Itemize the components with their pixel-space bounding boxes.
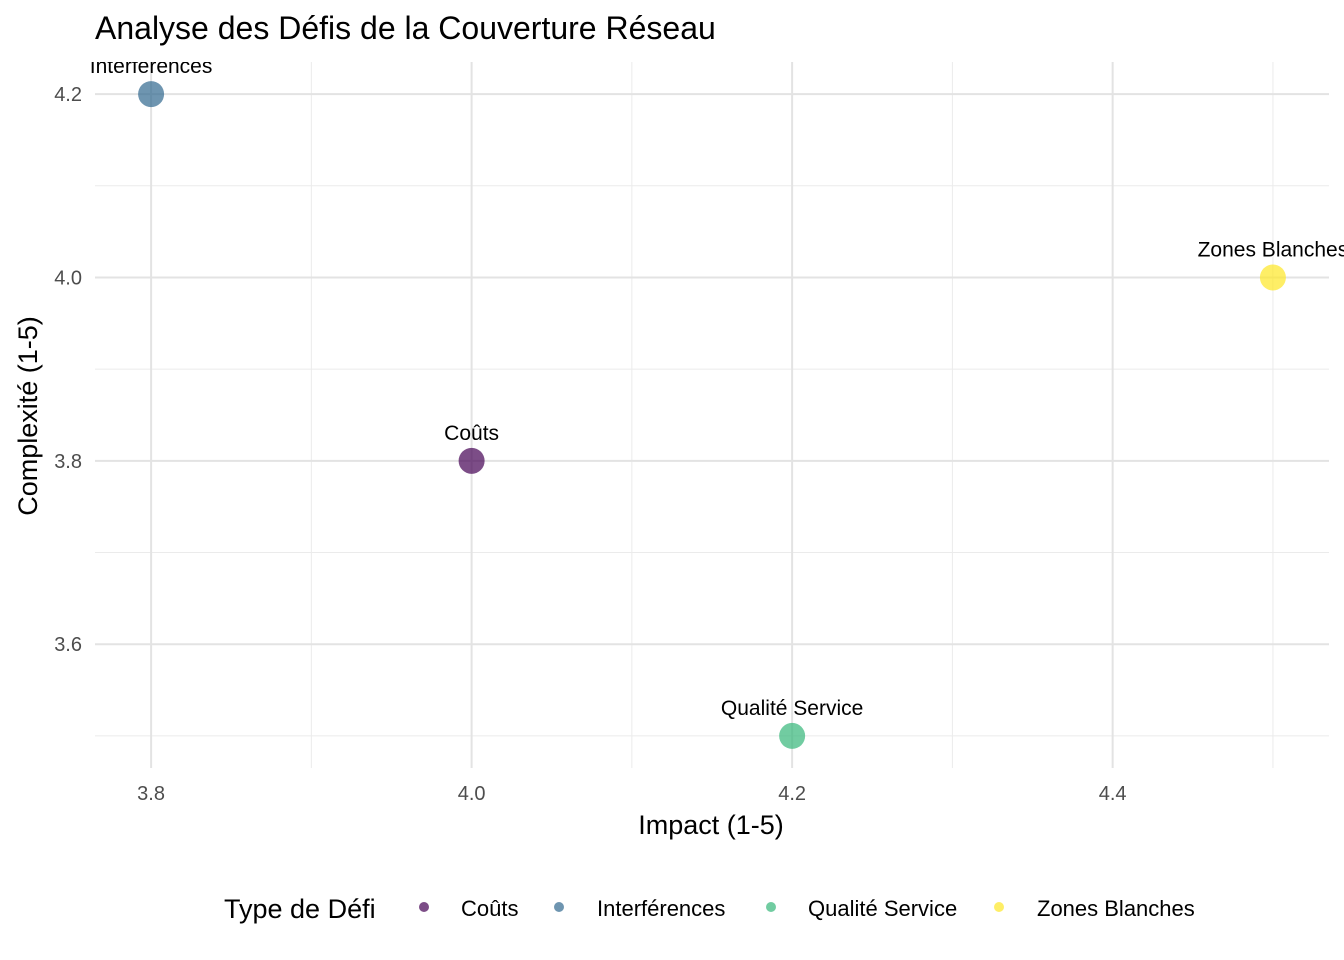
legend-label-qualite-service: Qualité Service xyxy=(808,896,957,921)
x-tick-label: 4.0 xyxy=(458,783,486,805)
legend-key-couts xyxy=(419,902,429,912)
y-axis-title: Complexité (1-5) xyxy=(13,316,43,516)
legend-key-zones-blanches xyxy=(994,902,1004,912)
y-axis-ticks: 3.6 3.8 4.0 4.2 xyxy=(54,84,82,656)
legend-label-couts: Coûts xyxy=(461,896,518,921)
x-tick-label: 4.2 xyxy=(778,783,806,805)
y-tick-label: 4.0 xyxy=(54,267,82,289)
major-gridlines xyxy=(95,62,1329,768)
legend-key-qualite-service xyxy=(766,902,776,912)
point-label-couts: Coûts xyxy=(444,422,499,445)
point-label-interferences: Interférences xyxy=(90,55,213,78)
chart-title: Analyse des Défis de la Couverture Résea… xyxy=(95,10,716,46)
point-qualite-service xyxy=(779,722,806,749)
point-zones-blanches xyxy=(1259,264,1286,291)
data-points xyxy=(138,81,1286,749)
x-tick-label: 4.4 xyxy=(1099,783,1127,805)
point-couts xyxy=(458,447,485,474)
y-tick-label: 3.6 xyxy=(54,634,82,656)
legend-label-interferences: Interférences xyxy=(597,896,725,921)
point-labels: Coûts Interférences Qualité Service Zones B… xyxy=(90,55,1344,720)
y-tick-label: 3.8 xyxy=(54,451,82,473)
point-interferences xyxy=(138,81,165,108)
minor-gridlines xyxy=(95,62,1329,768)
legend-key-interferences xyxy=(554,902,564,912)
x-axis-title: Impact (1-5) xyxy=(638,810,784,840)
point-label-zones-blanches: Zones Blanches xyxy=(1198,238,1344,261)
legend-label-zones-blanches: Zones Blanches xyxy=(1037,896,1195,921)
y-tick-label: 4.2 xyxy=(54,84,82,106)
point-label-qualite-service: Qualité Service xyxy=(721,697,863,720)
legend-title: Type de Défi xyxy=(224,894,376,924)
x-axis-ticks: 3.8 4.0 4.2 4.4 xyxy=(137,783,1126,805)
legend: Type de Défi Coûts Interférences Qualité S… xyxy=(224,894,1195,924)
x-tick-label: 3.8 xyxy=(137,783,165,805)
